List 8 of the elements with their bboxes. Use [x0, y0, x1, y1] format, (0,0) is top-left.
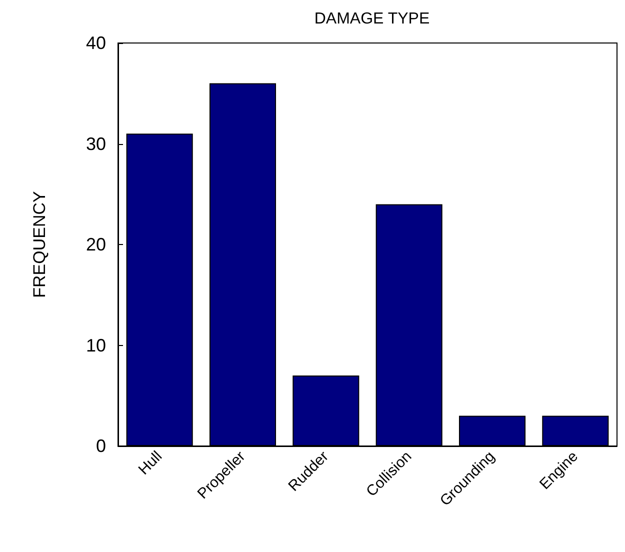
- y-tick-label: 10: [86, 335, 106, 356]
- chart-title: DAMAGE TYPE: [314, 10, 430, 28]
- y-tick-label: 0: [96, 436, 106, 456]
- y-axis-title: FREQUENCY: [30, 191, 49, 298]
- y-tick-label: 40: [86, 33, 106, 53]
- x-tick-label: Hull: [135, 448, 166, 478]
- y-tick-label: 30: [86, 134, 106, 154]
- y-tick-label: 20: [86, 234, 106, 254]
